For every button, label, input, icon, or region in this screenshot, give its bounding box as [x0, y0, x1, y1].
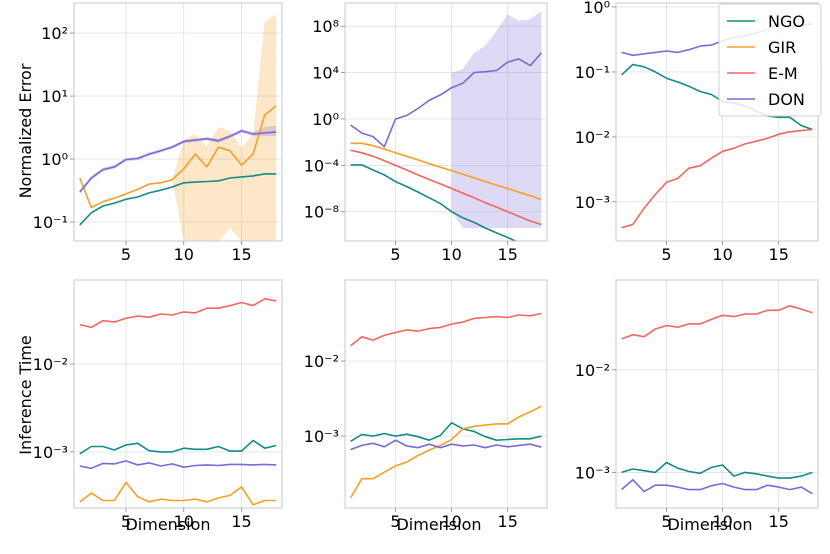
grid	[345, 3, 547, 241]
ylabel-normalized-error: Normalized Error	[16, 63, 35, 198]
x-tick-label: 15	[231, 512, 251, 531]
y-tick-label: 10⁻³	[575, 193, 610, 212]
ylabel-inference-time: Inference Time	[16, 335, 35, 454]
legend-label-ngo: NGO	[768, 12, 805, 31]
plot-area	[349, 312, 542, 499]
axes-frame	[73, 2, 283, 242]
panel-error-2: 5 10 15 10⁻⁸ 10⁻⁴ 10⁰ 10⁴ 10⁸	[304, 2, 548, 264]
y-tick-label: 10²	[41, 24, 68, 43]
legend-box	[718, 3, 822, 117]
grid	[345, 280, 547, 508]
series-line-ngo	[79, 173, 277, 226]
legend-label-gir: GIR	[768, 38, 796, 57]
series-line-don	[350, 439, 542, 451]
panel-error-1: 5 10 15 10⁻¹ 10⁰ 10¹ 10²	[33, 2, 283, 264]
x-tick-label: 10	[174, 245, 194, 264]
xlabel-col-3: Dimension	[667, 515, 752, 534]
series-line-gir	[79, 481, 277, 506]
xlabel-col-1: Dimension	[125, 515, 210, 534]
x-tick-label: 10	[174, 512, 194, 531]
y-tick-label: 10⁻³	[33, 443, 68, 462]
y-tick-label: 10⁻⁴	[304, 156, 339, 175]
y-tick-label: 10⁻⁸	[304, 203, 339, 222]
band-don	[451, 11, 542, 228]
series-line-ngo	[350, 164, 518, 241]
y-tick-label: 10⁻²	[33, 355, 68, 374]
x-tick-label: 10	[441, 512, 461, 531]
legend-entry-ngo: NGO	[727, 12, 805, 31]
legend-label-don: DON	[768, 90, 805, 109]
series-line-don	[79, 460, 277, 470]
series-line-em	[350, 312, 542, 347]
series-line-em	[350, 149, 542, 226]
series-line-don	[350, 52, 543, 148]
panel-time-1: 5 10 15 10⁻³ 10⁻²	[33, 279, 283, 531]
x-tick-label: 5	[121, 512, 131, 531]
series-line-em	[79, 298, 277, 329]
plot-area	[79, 14, 277, 241]
panel-error-3: 5 10 15 10⁻³ 10⁻² 10⁻¹ 10⁰	[575, 0, 819, 264]
axes-frame	[344, 2, 548, 242]
y-tick-label: 10⁻¹	[575, 63, 610, 82]
x-tick-label: 15	[769, 245, 789, 264]
x-tick-label: 5	[661, 512, 671, 531]
plot-area	[79, 298, 277, 506]
legend-entry-gir: GIR	[727, 38, 796, 57]
plot-area	[350, 11, 543, 241]
x-tick-label: 15	[769, 512, 789, 531]
y-tick-label: 10⁴	[312, 64, 339, 83]
legend: NGO GIR E-M DON	[718, 3, 822, 117]
series-line-ngo	[621, 63, 813, 131]
x-tick-label: 10	[441, 245, 461, 264]
x-tick-label: 5	[390, 245, 400, 264]
panel-time-2: 5 10 15 10⁻³ 10⁻²	[304, 279, 548, 531]
x-tick-label: 5	[121, 245, 131, 264]
legend-entry-don: DON	[727, 90, 805, 109]
legend-label-em: E-M	[768, 64, 798, 83]
y-tick-label: 10⁻³	[575, 463, 610, 482]
legend-entry-em: E-M	[727, 64, 798, 83]
axes-frame	[615, 2, 819, 242]
x-tick-label: 5	[390, 512, 400, 531]
band-gir	[79, 14, 277, 241]
y-tick-label: 10⁻²	[304, 352, 339, 371]
series-line-ngo	[621, 461, 813, 479]
series-line-em	[621, 128, 813, 229]
y-tick-label: 10⁰	[41, 150, 68, 169]
x-tick-label: 10	[712, 245, 732, 264]
x-tick-label: 15	[498, 512, 518, 531]
y-tick-label: 10⁻²	[575, 128, 610, 147]
panel-time-3: 5 10 15 10⁻³ 10⁻²	[575, 279, 819, 531]
grid	[616, 280, 818, 508]
series-line-gir	[79, 105, 277, 209]
series-line-don	[621, 478, 813, 495]
y-tick-label: 10⁰	[312, 110, 339, 129]
series-line-ngo	[79, 439, 277, 455]
xlabel-col-2: Dimension	[396, 515, 481, 534]
band-don	[79, 125, 277, 194]
y-tick-label: 10⁻¹	[33, 213, 68, 232]
series-line-gir	[349, 405, 542, 499]
axes-frame	[73, 279, 283, 509]
y-tick-label: 10⁰	[583, 0, 610, 17]
series-line-em	[621, 305, 813, 340]
y-tick-label: 10⁻²	[575, 361, 610, 380]
grid	[74, 280, 282, 508]
series-line-gir	[350, 142, 542, 201]
x-tick-label: 15	[498, 245, 518, 264]
series-line-don	[79, 130, 277, 193]
y-tick-label: 10⁻³	[304, 427, 339, 446]
series-line-ngo	[350, 422, 542, 442]
grid	[74, 3, 282, 241]
y-tick-label: 10⁸	[312, 17, 339, 36]
x-tick-label: 5	[661, 245, 671, 264]
x-tick-label: 15	[231, 245, 251, 264]
y-tick-label: 10¹	[41, 87, 68, 106]
x-tick-label: 10	[712, 512, 732, 531]
axes-frame	[615, 279, 819, 509]
plot-area	[621, 305, 813, 495]
axes-frame	[344, 279, 548, 509]
